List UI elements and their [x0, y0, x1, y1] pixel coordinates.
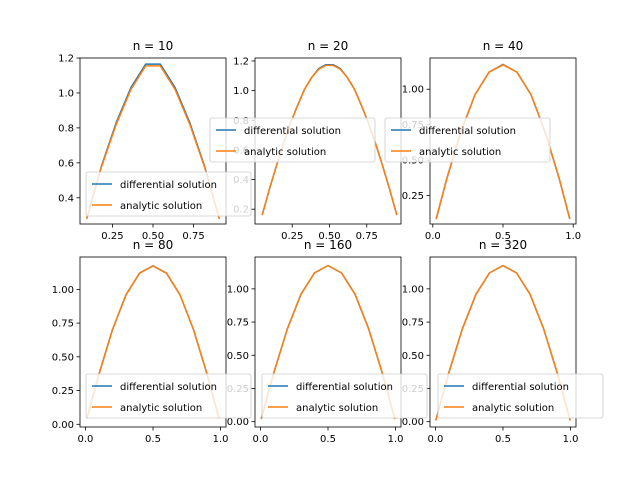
- x-tick-label: 0.0: [77, 434, 93, 445]
- legend-label: analytic solution: [244, 147, 326, 158]
- legend-3: differential solution analytic solution: [384, 117, 551, 163]
- x-tick-label: 0.50: [142, 231, 164, 242]
- x-tick-label: 1.0: [388, 434, 404, 445]
- legend-2: differential solution analytic solution: [209, 117, 376, 163]
- legend-5: differential solution analytic solution: [261, 373, 428, 419]
- x-tick-label: 0.25: [281, 231, 303, 242]
- x-tick-label: 0.50: [318, 231, 340, 242]
- series-line-2: [435, 264, 571, 421]
- y-tick-label: 0.50: [402, 351, 424, 362]
- y-tick-label: 0.00: [227, 417, 249, 428]
- y-tick-label: 0.25: [402, 191, 424, 202]
- y-tick-label: 1.00: [52, 285, 74, 296]
- x-tick-label: 1.0: [213, 434, 229, 445]
- y-tick-label: 1.2: [58, 54, 74, 65]
- y-tick-label: 0.75: [227, 318, 249, 329]
- x-tick-label: 0.25: [101, 231, 123, 242]
- x-tick-label: 0.0: [427, 434, 443, 445]
- legend-label: analytic solution: [472, 403, 554, 414]
- legend-4: differential solution analytic solution: [85, 373, 252, 419]
- y-tick-label: 0.50: [52, 352, 74, 363]
- series-line-2: [260, 264, 396, 420]
- x-tick-label: 1.0: [563, 434, 579, 445]
- legend-box: [384, 117, 551, 163]
- subplot-title: n = 160: [304, 238, 352, 252]
- y-tick-label: 0.8: [58, 123, 74, 134]
- legend-label: analytic solution: [419, 147, 501, 158]
- y-tick-label: 0.00: [402, 417, 424, 428]
- y-tick-label: 0.75: [52, 319, 74, 330]
- legend-label: analytic solution: [120, 201, 202, 212]
- subplot-title: n = 320: [479, 238, 527, 252]
- legend-box: [209, 117, 376, 163]
- x-tick-label: 0.5: [495, 434, 511, 445]
- subplot-title: n = 10: [133, 39, 174, 53]
- x-tick-label: 0.0: [425, 231, 441, 242]
- x-tick-label: 0.5: [495, 231, 511, 242]
- legend-label: analytic solution: [296, 403, 378, 414]
- subplot-title: n = 40: [483, 39, 524, 53]
- legend-label: analytic solution: [120, 403, 202, 414]
- legend-box: [261, 373, 428, 419]
- subplot-title: n = 80: [133, 238, 174, 252]
- y-tick-label: 0.00: [52, 420, 74, 431]
- series-line-2: [86, 265, 220, 419]
- subplot-title: n = 20: [308, 39, 349, 53]
- legend-label: differential solution: [120, 382, 217, 393]
- legend-label: differential solution: [472, 382, 569, 393]
- legend-box: [437, 373, 604, 419]
- x-tick-label: 0.5: [145, 434, 161, 445]
- x-tick-label: 0.75: [356, 231, 378, 242]
- x-tick-label: 1.0: [565, 231, 581, 242]
- legend-label: differential solution: [419, 126, 516, 137]
- y-tick-label: 1.2: [233, 56, 249, 67]
- y-tick-label: 0.4: [58, 193, 74, 204]
- x-tick-label: 0.5: [320, 434, 336, 445]
- y-tick-label: 0.6: [58, 158, 74, 169]
- series-line-2: [85, 65, 221, 220]
- legend-box: [85, 373, 252, 419]
- y-tick-label: 1.00: [402, 284, 424, 295]
- y-tick-label: 1.00: [227, 284, 249, 295]
- y-tick-label: 0.25: [52, 386, 74, 397]
- legend-6: differential solution analytic solution: [437, 373, 604, 419]
- y-tick-label: 0.75: [402, 318, 424, 329]
- y-tick-label: 0.50: [227, 351, 249, 362]
- x-tick-label: 0.0: [252, 434, 268, 445]
- legend-label: differential solution: [296, 382, 393, 393]
- y-tick-label: 1.00: [402, 85, 424, 96]
- y-tick-label: 1.0: [233, 86, 249, 97]
- legend-label: differential solution: [244, 126, 341, 137]
- legend-box: [85, 171, 252, 217]
- y-tick-label: 1.0: [58, 88, 74, 99]
- legend-label: differential solution: [120, 180, 217, 191]
- x-tick-label: 0.75: [182, 231, 204, 242]
- legend-1: differential solution analytic solution: [85, 171, 252, 217]
